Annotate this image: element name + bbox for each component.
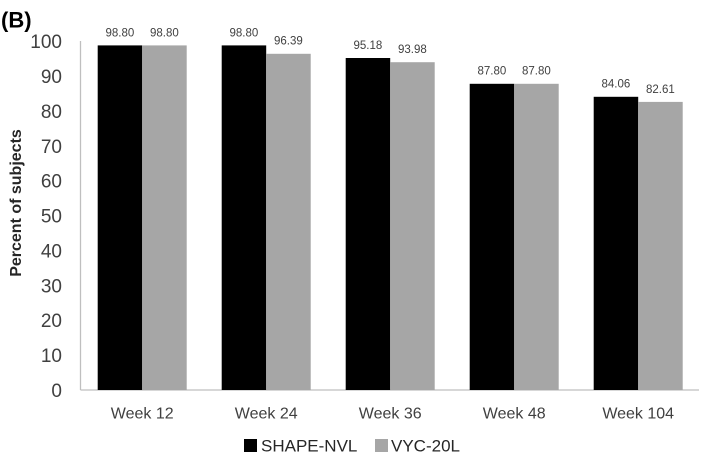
svg-text:98.80: 98.80: [230, 27, 259, 39]
svg-text:98.80: 98.80: [150, 27, 179, 39]
svg-text:Week 104: Week 104: [602, 406, 674, 423]
svg-text:Week 12: Week 12: [111, 406, 174, 423]
svg-text:Week 48: Week 48: [483, 406, 546, 423]
svg-text:0: 0: [51, 381, 62, 402]
svg-text:87.80: 87.80: [478, 66, 507, 78]
svg-text:80: 80: [41, 102, 62, 123]
svg-text:50: 50: [41, 207, 62, 228]
svg-text:Week 36: Week 36: [359, 406, 422, 423]
svg-text:70: 70: [41, 137, 62, 158]
svg-text:Percent of subjects: Percent of subjects: [8, 129, 25, 277]
svg-text:VYC-20L: VYC-20L: [391, 437, 460, 456]
svg-text:95.18: 95.18: [354, 40, 383, 52]
svg-text:96.39: 96.39: [274, 36, 303, 48]
svg-text:30: 30: [41, 276, 62, 297]
svg-text:(B): (B): [1, 7, 32, 32]
svg-text:90: 90: [41, 67, 62, 88]
svg-text:87.80: 87.80: [522, 66, 551, 78]
svg-text:SHAPE-NVL: SHAPE-NVL: [261, 437, 357, 456]
svg-text:20: 20: [41, 311, 62, 332]
svg-text:100: 100: [30, 32, 62, 53]
svg-text:Week 24: Week 24: [235, 406, 298, 423]
svg-text:60: 60: [41, 172, 62, 193]
svg-text:84.06: 84.06: [602, 79, 631, 91]
svg-text:82.61: 82.61: [646, 84, 675, 96]
svg-text:93.98: 93.98: [398, 44, 427, 56]
svg-text:40: 40: [41, 242, 62, 263]
svg-text:98.80: 98.80: [106, 27, 135, 39]
svg-text:10: 10: [41, 346, 62, 367]
